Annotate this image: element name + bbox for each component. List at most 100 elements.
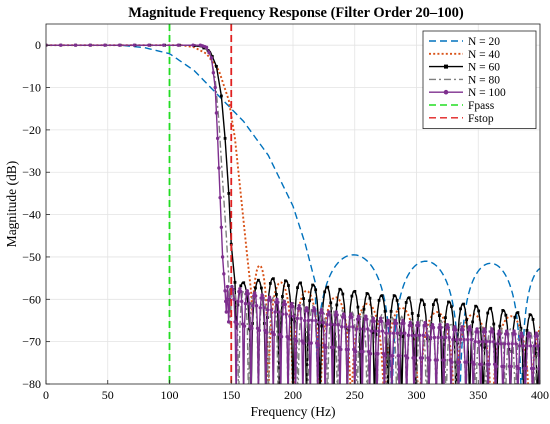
series-marker [419,298,423,302]
series-marker [479,362,484,366]
series-marker [334,310,338,314]
series-marker [350,315,354,319]
series-marker [393,318,398,323]
series-marker [331,345,336,350]
series-n-20 [46,44,540,384]
series-marker [392,294,396,298]
series-marker [291,314,296,318]
series-marker [454,328,458,332]
series-marker [472,362,476,366]
series-marker [401,335,405,339]
series-marker [272,332,276,337]
series-marker [384,331,388,335]
series-marker [309,341,313,345]
series-marker [227,192,231,195]
series-marker [386,318,390,323]
y-tick-label: −20 [22,123,41,137]
legend-item: N = 60 [429,62,500,74]
series-marker [213,85,217,90]
series-marker [498,324,502,328]
series-marker [332,323,337,327]
series-marker [405,356,410,360]
series-marker [434,298,438,302]
series-marker [356,305,360,309]
series-marker [325,323,329,327]
legend-label: Fstop [468,113,494,125]
series-marker [517,344,522,348]
legend-label: Fpass [468,100,495,112]
series-marker [254,286,257,290]
legend-label: N = 40 [468,49,500,61]
series-marker [442,358,447,362]
series-marker [245,289,250,293]
series-marker [242,281,246,285]
x-tick-label: 200 [284,388,302,402]
x-tick-label: 400 [531,388,549,402]
series-marker [103,43,107,47]
series-marker [233,320,237,324]
series-marker [465,318,468,322]
legend-label: N = 20 [468,36,500,48]
series-marker [219,225,224,229]
series-marker [362,307,366,311]
series-marker [59,43,63,47]
series-marker [534,352,538,355]
series-marker [365,317,369,321]
series-marker [295,316,300,321]
y-tick-label: 0 [35,38,41,52]
series-marker [482,327,487,331]
series-marker [274,292,278,296]
series-marker [366,327,370,331]
series-marker [431,325,436,330]
series-marker [423,320,427,325]
series-marker [298,306,302,311]
series-line [46,44,540,384]
series-marker [471,320,475,324]
x-tick-label: 0 [43,388,49,402]
series-marker [299,316,303,321]
series-marker [497,329,501,333]
series-marker [509,364,513,369]
series-marker [440,335,444,340]
series-marker [458,337,463,342]
series-marker [341,312,346,316]
series-marker [403,331,407,335]
legend-label: N = 100 [468,87,506,99]
series-marker [368,296,372,300]
series-marker [280,312,285,316]
series-marker [218,195,222,200]
series-marker [265,308,270,312]
series-layer [46,24,540,384]
series-marker [389,309,393,313]
series-marker [254,303,259,308]
series-marker [399,331,403,335]
series-marker [480,343,484,347]
series-marker [320,311,325,315]
series-marker [444,316,447,320]
series-marker [453,325,457,329]
legend-item: Fpass [429,100,495,112]
series-marker [342,315,347,319]
series-marker [380,294,384,298]
series-marker [364,314,368,318]
y-tick-label: −80 [22,377,41,391]
series-marker [476,330,480,334]
series-marker [302,341,306,345]
x-axis: 0 50 100 150 200 250 300 350 400 [43,380,549,402]
series-marker [483,330,488,334]
series-marker [490,327,494,331]
y-tick-label: −50 [22,250,41,264]
series-marker [410,312,414,315]
series-marker [340,325,344,329]
series-marker [520,334,525,338]
series-marker [408,320,413,325]
series-marker [368,351,373,356]
series-marker [132,43,136,47]
legend-label: N = 80 [468,74,500,86]
series-marker [260,293,264,297]
series-marker [230,284,234,289]
series-marker [243,301,248,306]
series-marker [306,318,311,323]
series-marker [240,299,244,304]
series-marker [204,45,209,49]
